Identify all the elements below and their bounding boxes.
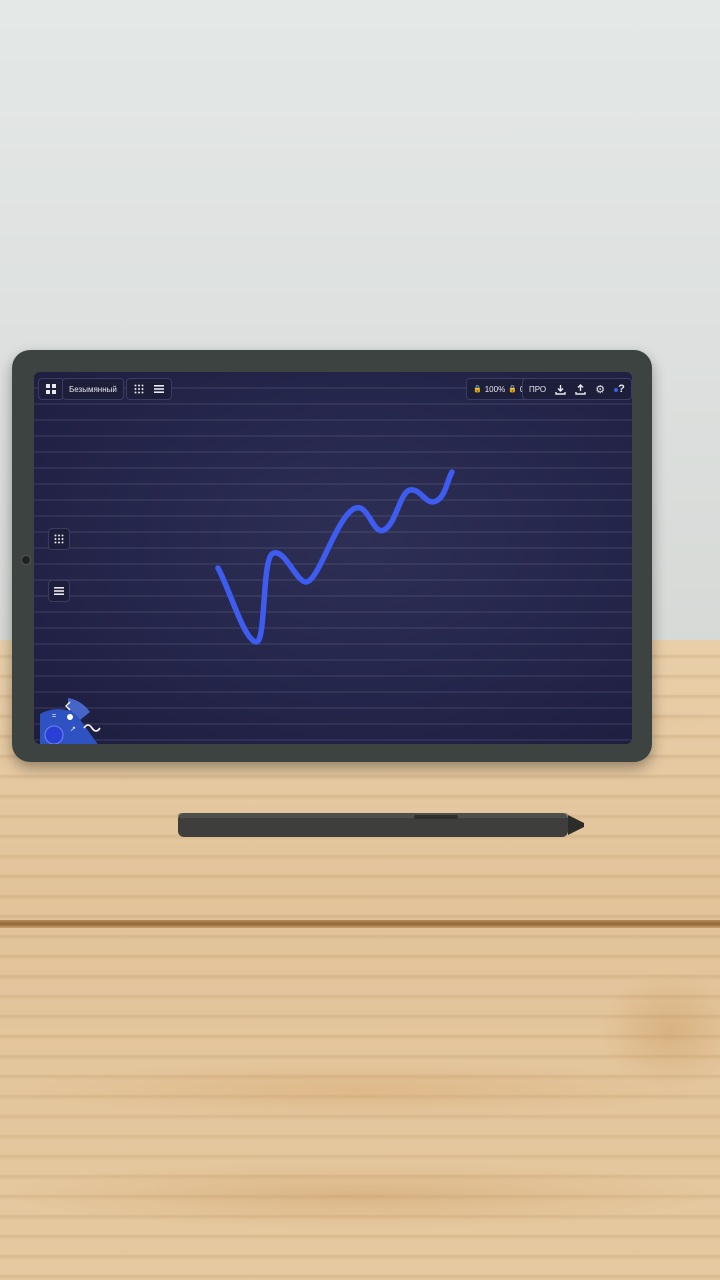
grid-menu-icon[interactable] xyxy=(45,383,57,395)
gear-icon[interactable]: ⚙ xyxy=(595,383,606,396)
pro-button[interactable]: ПРО xyxy=(529,384,547,394)
document-title[interactable]: Безымянный xyxy=(62,378,124,400)
stylus-pen xyxy=(178,813,584,837)
wood-knot xyxy=(600,970,720,1090)
pen-tool-icon: ↗ xyxy=(70,726,76,733)
share-icon[interactable] xyxy=(574,383,586,395)
tool-wheel[interactable]: = ↗ xyxy=(40,698,102,744)
layers-icon[interactable] xyxy=(153,383,165,395)
wood-grain xyxy=(0,1060,720,1120)
title-bar xyxy=(38,378,64,400)
templates-side-button[interactable] xyxy=(48,528,70,550)
stroke-style-icon xyxy=(83,724,101,732)
document-title-text: Безымянный xyxy=(69,384,117,394)
front-camera xyxy=(21,555,31,565)
layers-icon xyxy=(54,587,64,595)
undo-icon xyxy=(65,701,71,711)
tablet-device: Безымянный 🔒 100% 🔒 0° ПРО ⚙ xyxy=(12,350,652,762)
lock-icon[interactable]: 🔒 xyxy=(508,386,517,393)
menu-icon: = xyxy=(52,713,56,720)
wood-grain xyxy=(0,1160,720,1230)
help-button[interactable]: ? xyxy=(614,383,625,395)
help-label: ? xyxy=(618,383,625,395)
zoom-lock-value[interactable]: 100% xyxy=(484,384,506,394)
plank-gap xyxy=(0,920,720,928)
dots-grid-icon xyxy=(54,534,64,544)
dots-grid-icon[interactable] xyxy=(133,383,145,395)
lock-icon[interactable]: 🔒 xyxy=(473,386,482,393)
layers-side-button[interactable] xyxy=(48,580,70,602)
drawing-canvas[interactable]: Безымянный 🔒 100% 🔒 0° ПРО ⚙ xyxy=(34,372,632,744)
actions-toolbar: ПРО ⚙ ? xyxy=(522,378,632,400)
ruled-lines xyxy=(34,387,632,741)
view-toolbar xyxy=(126,378,172,400)
download-icon[interactable] xyxy=(554,383,566,395)
ink-stroke xyxy=(215,469,455,645)
opacity-icon xyxy=(67,714,73,720)
color-circle-icon xyxy=(614,388,619,392)
color-circle-icon xyxy=(44,725,64,744)
